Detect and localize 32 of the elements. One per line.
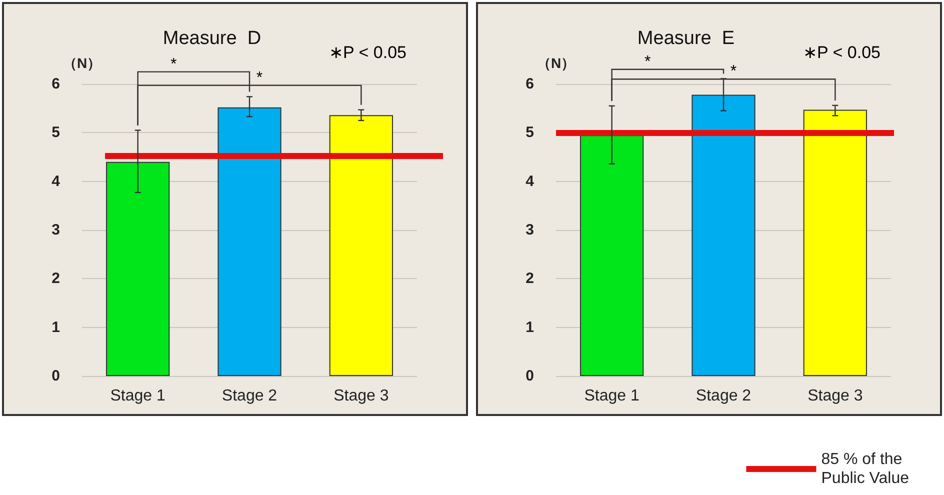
chart-title: Measure D [162,28,262,49]
y-tick-label: 6 [52,76,60,92]
y-tick-label: 1 [52,318,60,336]
text: ∗P < 0.05 [803,43,880,62]
x-tick-label: Stage 2 [696,388,752,404]
y-tick-label: 2 [526,270,534,288]
y-tick-label: 3 [526,222,534,238]
y-tick-label: 5 [52,124,60,142]
y-tick-label: 6 [526,76,534,92]
x-tick-label: Stage 3 [808,388,863,404]
text: * [730,63,737,80]
y-axis-title: （N） [62,55,102,71]
x-tick-label: Stage 2 [222,388,278,404]
x-tick-label: Stage 1 [584,388,640,404]
y-tick-label: 4 [52,172,61,190]
y-tick-label: 1 [526,318,534,336]
y-axis-title: （N） [536,55,576,71]
x-tick-label: Stage 1 [110,388,166,404]
legend-label: 85 % of the Public Value [821,451,910,487]
y-tick-label: 0 [52,368,60,384]
chart-title: Measure E [637,28,735,49]
y-tick-label: 2 [52,270,60,288]
y-tick-label: 4 [526,172,535,190]
y-tick-label: 0 [526,368,534,384]
text: * [644,53,651,70]
y-tick-label: 3 [52,222,60,238]
text: * [170,56,177,73]
text: ∗P < 0.05 [329,43,406,62]
annotation: * [256,69,263,86]
x-tick-label: Stage 3 [334,388,389,404]
y-tick-label: 5 [526,124,534,142]
bar [803,110,867,376]
